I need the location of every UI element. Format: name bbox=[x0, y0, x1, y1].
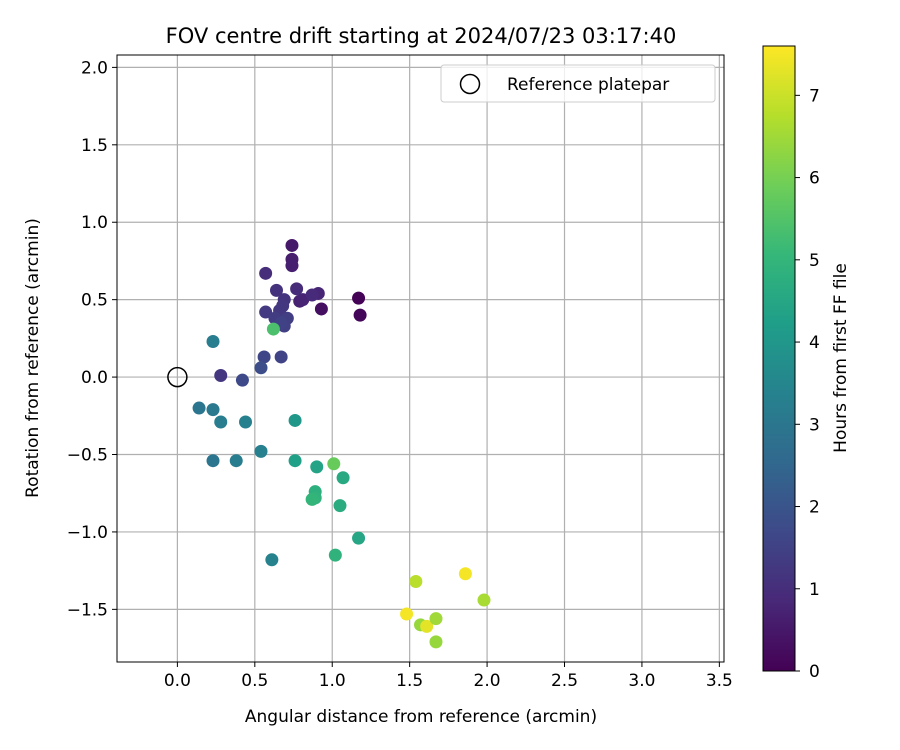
y-tick-label: 0.0 bbox=[81, 368, 108, 388]
legend-entry: Reference platepar bbox=[507, 75, 669, 95]
data-point bbox=[420, 619, 434, 633]
colorbar-tick-label: 5 bbox=[809, 251, 820, 271]
data-point bbox=[429, 635, 443, 649]
y-axis-ticks: −1.5 −1.0 −0.5 0.0 0.5 1.0 1.5 2.0 bbox=[67, 58, 117, 620]
data-point bbox=[254, 361, 268, 375]
data-point bbox=[235, 373, 249, 387]
y-tick-label: −0.5 bbox=[67, 446, 108, 466]
data-point bbox=[409, 574, 423, 588]
data-point bbox=[206, 334, 220, 348]
colorbar-tick-label: 1 bbox=[809, 580, 820, 600]
data-point bbox=[352, 531, 366, 545]
data-point bbox=[314, 302, 328, 316]
data-point bbox=[239, 415, 253, 429]
data-point bbox=[192, 401, 206, 415]
data-point bbox=[288, 454, 302, 468]
data-point bbox=[310, 460, 324, 474]
data-point bbox=[259, 305, 273, 319]
data-point bbox=[290, 282, 304, 296]
data-point bbox=[305, 288, 319, 302]
data-point bbox=[327, 457, 341, 471]
y-tick-label: −1.0 bbox=[67, 523, 108, 543]
data-point bbox=[257, 350, 271, 364]
x-tick-label: 2.5 bbox=[551, 671, 578, 691]
data-point bbox=[206, 403, 220, 417]
x-tick-label: 3.5 bbox=[706, 671, 733, 691]
data-point bbox=[285, 259, 299, 273]
colorbar-tick-label: 2 bbox=[809, 498, 820, 518]
data-point bbox=[259, 266, 273, 280]
data-point bbox=[400, 607, 414, 621]
legend-marker bbox=[459, 73, 481, 95]
reference-marker bbox=[167, 366, 188, 388]
data-point bbox=[477, 593, 491, 607]
colorbar-frame bbox=[762, 45, 796, 672]
data-point bbox=[274, 350, 288, 364]
data-point bbox=[285, 238, 299, 252]
colorbar: 0 1 2 3 4 5 6 7 Hours from first FF file bbox=[762, 45, 851, 682]
plot-frame bbox=[116, 54, 725, 663]
data-point bbox=[353, 308, 367, 322]
data-points bbox=[192, 238, 491, 649]
legend-box bbox=[440, 64, 716, 103]
data-point bbox=[229, 454, 243, 468]
data-point bbox=[429, 612, 443, 626]
y-tick-label: 1.5 bbox=[81, 136, 108, 156]
colorbar-tick-label: 6 bbox=[809, 169, 820, 189]
x-tick-label: 1.5 bbox=[396, 671, 423, 691]
x-tick-label: 0.5 bbox=[241, 671, 268, 691]
colorbar-gradient bbox=[763, 46, 795, 671]
y-tick-label: 2.0 bbox=[81, 58, 108, 78]
y-axis-label: Rotation from reference (arcmin) bbox=[23, 218, 43, 498]
grid bbox=[117, 55, 724, 662]
x-tick-label: 2.0 bbox=[474, 671, 501, 691]
data-point bbox=[328, 548, 342, 562]
data-point bbox=[254, 444, 268, 458]
colorbar-tick-label: 7 bbox=[809, 86, 820, 106]
x-axis-ticks: 0.0 0.5 1.0 1.5 2.0 2.5 3.0 3.5 bbox=[164, 662, 733, 691]
data-point bbox=[352, 291, 366, 305]
legend: Reference platepar bbox=[440, 64, 716, 103]
y-tick-label: 0.5 bbox=[81, 291, 108, 311]
data-point bbox=[266, 322, 280, 336]
x-tick-label: 0.0 bbox=[164, 671, 191, 691]
data-point bbox=[265, 553, 279, 567]
data-point bbox=[214, 415, 228, 429]
data-point bbox=[214, 369, 228, 383]
x-tick-label: 3.0 bbox=[628, 671, 655, 691]
data-point bbox=[333, 499, 347, 513]
data-point bbox=[305, 492, 319, 506]
x-tick-label: 1.0 bbox=[319, 671, 346, 691]
x-axis-label: Angular distance from reference (arcmin) bbox=[245, 707, 597, 727]
colorbar-label: Hours from first FF file bbox=[831, 263, 851, 453]
colorbar-tick-label: 4 bbox=[809, 333, 820, 353]
data-point bbox=[336, 471, 350, 485]
data-point bbox=[269, 283, 283, 297]
colorbar-tick-label: 0 bbox=[809, 662, 820, 682]
y-tick-label: −1.5 bbox=[67, 600, 108, 620]
data-point bbox=[458, 567, 472, 581]
colorbar-tick-label: 3 bbox=[809, 415, 820, 435]
chart-title: FOV centre drift starting at 2024/07/23 … bbox=[166, 24, 677, 48]
y-tick-label: 1.0 bbox=[81, 213, 108, 233]
data-point bbox=[206, 454, 220, 468]
data-point bbox=[288, 413, 302, 427]
colorbar-ticks: 0 1 2 3 4 5 6 7 bbox=[795, 86, 820, 682]
